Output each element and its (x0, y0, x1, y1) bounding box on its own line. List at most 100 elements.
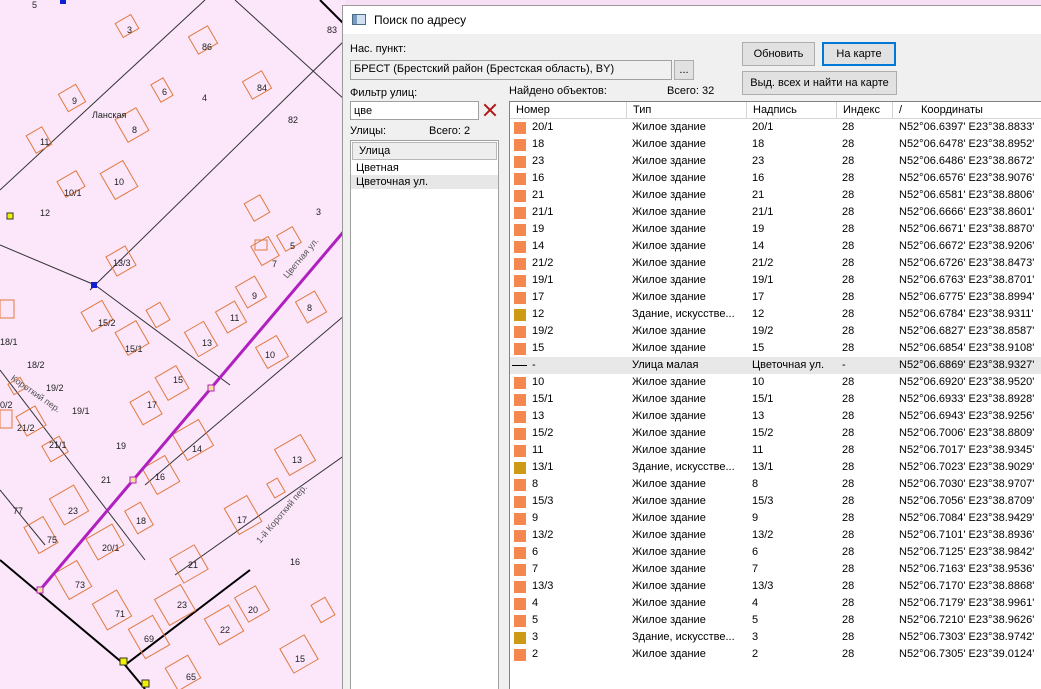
street-list-item[interactable]: Цветная (356, 162, 399, 174)
column-header-index[interactable]: Индекс (837, 102, 893, 119)
cell-coordinates: N52°06.7303' E23°38.9742' (899, 631, 1035, 643)
cell-index: 28 (842, 189, 855, 201)
map-canvas[interactable] (0, 0, 345, 689)
table-row[interactable]: 13/3 Жилое здание 13/3 28 N52°06.7170' E23°3… (510, 578, 1041, 595)
table-row[interactable]: 17 Жилое здание 17 28 N52°06.6775' E23°38.89… (510, 289, 1041, 306)
table-row[interactable]: 15/2 Жилое здание 15/2 28 N52°06.7006' E23°3… (510, 425, 1041, 442)
streets-list[interactable]: Улица Цветная Цветочная ул. (350, 140, 499, 689)
table-row[interactable]: 19/2 Жилое здание 19/2 28 N52°06.6827' E23°3… (510, 323, 1041, 340)
artificial-building-icon (514, 462, 526, 474)
street-filter-label: Фильтр улиц: (350, 87, 418, 99)
map-selected-street[interactable] (38, 229, 345, 591)
clear-filter-icon[interactable] (481, 101, 499, 119)
cell-coordinates: N52°06.6672' E23°38.9206' (899, 240, 1035, 252)
cell-index: 28 (842, 444, 855, 456)
cell-type: Здание, искусстве... (632, 308, 735, 320)
cell-number: 13/2 (532, 529, 554, 541)
cell-caption: 19/2 (752, 325, 774, 337)
map-house-number: 83 (327, 25, 338, 35)
map-house-number: 65 (186, 672, 197, 682)
cell-type: Жилое здание (632, 580, 706, 592)
table-row[interactable]: 9 Жилое здание 9 28 N52°06.7084' E23°38.9429… (510, 510, 1041, 527)
table-row[interactable]: 12 Здание, искусстве... 12 28 N52°06.6784' E… (510, 306, 1041, 323)
table-row[interactable]: 5 Жилое здание 5 28 N52°06.7210' E23°38.9626… (510, 612, 1041, 629)
cell-type: Жилое здание (632, 427, 706, 439)
table-row[interactable]: 16 Жилое здание 16 28 N52°06.6576' E23°38.90… (510, 170, 1041, 187)
table-row[interactable]: 20/1 Жилое здание 20/1 28 N52°06.6397' E23°3… (510, 119, 1041, 136)
column-header-type[interactable]: Тип (627, 102, 747, 119)
cell-coordinates: N52°06.6827' E23°38.8587' (899, 325, 1035, 337)
street-filter-input[interactable] (350, 101, 479, 120)
map-parcel-lines (0, 0, 345, 576)
table-row[interactable]: 14 Жилое здание 14 28 N52°06.6672' E23°38.92… (510, 238, 1041, 255)
table-row[interactable]: - Улица малая Цветочная ул. - N52°06.6869' E… (510, 357, 1041, 374)
residential-building-icon (514, 207, 526, 219)
table-row[interactable]: 19 Жилое здание 19 28 N52°06.6671' E23°38.88… (510, 221, 1041, 238)
cell-coordinates: N52°06.6784' E23°38.9311' (899, 308, 1034, 320)
select-all-on-map-button[interactable]: Выд. всех и найти на карте (742, 71, 897, 95)
residential-building-icon (514, 241, 526, 253)
objects-table[interactable]: Номер Тип Надпись Индекс / Координаты 20… (509, 101, 1041, 689)
map-house-number: 21/1 (49, 440, 67, 450)
cell-type: Жилое здание (632, 257, 706, 269)
cell-type: Жилое здание (632, 376, 706, 388)
table-row[interactable]: 6 Жилое здание 6 28 N52°06.7125' E23°38.9842… (510, 544, 1041, 561)
table-row[interactable]: 15/1 Жилое здание 15/1 28 N52°06.6933' E23°3… (510, 391, 1041, 408)
table-row[interactable]: 23 Жилое здание 23 28 N52°06.6486' E23°38.86… (510, 153, 1041, 170)
on-map-button[interactable]: На карте (822, 42, 896, 66)
table-row[interactable]: 10 Жилое здание 10 28 N52°06.6920' E23°38.95… (510, 374, 1041, 391)
table-row[interactable]: 19/1 Жилое здание 19/1 28 N52°06.6763' E23°3… (510, 272, 1041, 289)
streets-column-header[interactable]: Улица (352, 142, 497, 160)
column-header-coordinates[interactable]: Координаты (921, 104, 983, 116)
map-view[interactable]: 5 3 83 86 Ланская 6 4 9 84 8 82 11 10 10/1 12 3 5 13/3 7 9 1… (0, 0, 345, 689)
cell-caption: 18 (752, 138, 765, 150)
cell-caption: 5 (752, 614, 759, 626)
street-list-item[interactable]: Цветочная ул. (351, 175, 498, 189)
table-row[interactable]: 21 Жилое здание 21 28 N52°06.6581' E23°38.88… (510, 187, 1041, 204)
cell-coordinates: N52°06.7101' E23°38.8936' (899, 529, 1035, 541)
cell-index: 28 (842, 138, 855, 150)
cell-index: 28 (842, 631, 855, 643)
table-row[interactable]: 13/2 Жилое здание 13/2 28 N52°06.7101' E23°3… (510, 527, 1041, 544)
table-row[interactable]: 4 Жилое здание 4 28 N52°06.7179' E23°38.9961… (510, 595, 1041, 612)
column-header-number[interactable]: Номер (510, 102, 627, 119)
cell-type: Жилое здание (632, 648, 706, 660)
table-row[interactable]: 8 Жилое здание 8 28 N52°06.7030' E23°38.9707… (510, 476, 1041, 493)
table-row[interactable]: 13 Жилое здание 13 28 N52°06.6943' E23°38.92… (510, 408, 1041, 425)
residential-building-icon (514, 275, 526, 287)
cell-coordinates: N52°06.6854' E23°38.9108' (899, 342, 1035, 354)
cell-number: 17 (532, 291, 545, 303)
table-row[interactable]: 13/1 Здание, искусстве... 13/1 28 N52°06.702… (510, 459, 1041, 476)
cell-type: Жилое здание (632, 240, 706, 252)
artificial-building-icon (514, 309, 526, 321)
cell-index: 28 (842, 410, 855, 422)
table-row[interactable]: 11 Жилое здание 11 28 N52°06.7017' E23°38.93… (510, 442, 1041, 459)
cell-number: 8 (532, 478, 539, 490)
refresh-button[interactable]: Обновить (742, 42, 815, 66)
table-row[interactable]: 18 Жилое здание 18 28 N52°06.6478' E23°38.89… (510, 136, 1041, 153)
locality-field[interactable]: БРЕСТ (Брестский район (Брестская област… (350, 60, 672, 80)
cell-caption: 10 (752, 376, 765, 388)
table-row[interactable]: 2 Жилое здание 2 28 N52°06.7305' E23°39.0124… (510, 646, 1041, 663)
map-house-number: 5 (32, 0, 38, 10)
streets-label: Улицы: (350, 125, 387, 137)
cell-coordinates: N52°06.7084' E23°38.9429' (899, 512, 1035, 524)
browse-locality-button[interactable]: ... (674, 60, 694, 80)
map-house-number: 13/3 (113, 258, 131, 268)
cell-index: - (842, 359, 846, 371)
cell-caption: 8 (752, 478, 759, 490)
table-row[interactable]: 21/2 Жилое здание 21/2 28 N52°06.6726' E23°3… (510, 255, 1041, 272)
column-header-caption[interactable]: Надпись (747, 102, 837, 119)
cell-type: Жилое здание (632, 223, 706, 235)
cell-caption: Цветочная ул. (752, 359, 825, 371)
table-row[interactable]: 7 Жилое здание 7 28 N52°06.7163' E23°38.9536… (510, 561, 1041, 578)
table-row[interactable]: 21/1 Жилое здание 21/1 28 N52°06.6666' E23°3… (510, 204, 1041, 221)
table-row[interactable]: 3 Здание, искусстве... 3 28 N52°06.7303' E23… (510, 629, 1041, 646)
cell-caption: 6 (752, 546, 759, 558)
column-sort-indicator[interactable]: / (899, 104, 903, 116)
map-house-number: 13 (202, 338, 213, 348)
cell-type: Жилое здание (632, 189, 706, 201)
table-row[interactable]: 15 Жилое здание 15 28 N52°06.6854' E23°38.91… (510, 340, 1041, 357)
residential-building-icon (514, 394, 526, 406)
table-row[interactable]: 15/3 Жилое здание 15/3 28 N52°06.7056' E23°3… (510, 493, 1041, 510)
